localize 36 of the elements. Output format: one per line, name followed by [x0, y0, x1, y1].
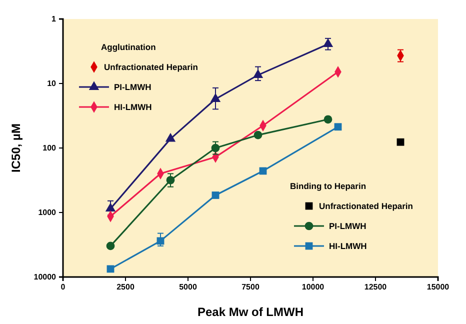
legend-label: PI-LMWH [329, 221, 366, 231]
point [211, 144, 220, 152]
x-axis-title: Peak Mw of LMWH [197, 305, 304, 319]
point [324, 115, 332, 124]
point [254, 130, 262, 140]
y-tick-label: 10 [47, 79, 57, 88]
point [166, 176, 175, 184]
legend-label: PI-LMWH [114, 82, 152, 92]
point [396, 138, 404, 146]
annotation: Agglutination [101, 42, 156, 52]
point [106, 265, 114, 273]
point [165, 132, 176, 142]
x-tick-label: 5000 [179, 282, 198, 292]
point [210, 93, 221, 102]
legend-label: HI-LMWH [114, 102, 152, 112]
legend-label: Unfractionated Heparin [319, 201, 413, 211]
x-tick-label: 10000 [302, 282, 325, 292]
point [105, 202, 116, 212]
y-tick-label: 1 [52, 14, 57, 24]
point [212, 192, 220, 199]
point [322, 38, 334, 48]
x-tick-label: 7500 [242, 282, 260, 292]
point [106, 242, 115, 250]
point [252, 69, 264, 78]
x-tick-label: 2500 [116, 282, 135, 292]
point [334, 123, 342, 131]
legend-label: HI-LMWH [329, 241, 367, 251]
y-tick-label: 100 [42, 144, 57, 153]
y-tick-label: 1000 [38, 208, 57, 218]
y-tick-label: 10000 [34, 272, 57, 282]
x-tick-label: 12500 [364, 282, 388, 292]
legend-label: Unfractionated Heparin [104, 62, 198, 72]
x-tick-label: 0 [60, 282, 66, 292]
x-tick-label: 15000 [426, 282, 450, 292]
annotation: Binding to Heparin [290, 181, 366, 191]
y-axis-title: IC50, µM [9, 124, 23, 172]
